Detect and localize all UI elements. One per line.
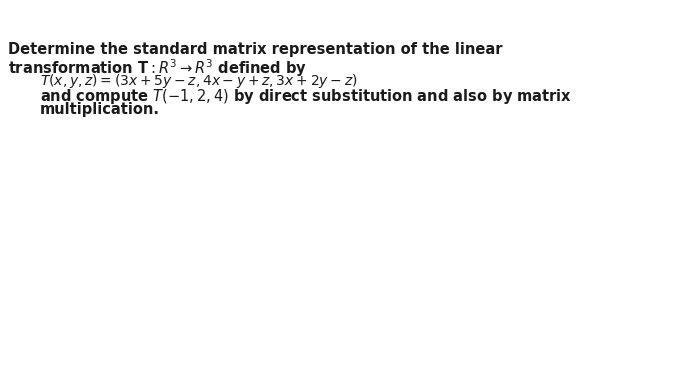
Text: $T(x,y,z) = (3x+5y-z,4x-y+z,3x+2y-z)$: $T(x,y,z) = (3x+5y-z,4x-y+z,3x+2y-z)$	[40, 72, 357, 90]
Text: and compute $T(-1,2,4)$ by direct substitution and also by matrix: and compute $T(-1,2,4)$ by direct substi…	[40, 87, 572, 106]
Text: transformation $\mathbf{T}:R^3 \rightarrow R^3$ defined by: transformation $\mathbf{T}:R^3 \rightarr…	[8, 57, 307, 79]
Text: multiplication.: multiplication.	[40, 102, 160, 117]
Text: Determine the standard matrix representation of the linear: Determine the standard matrix representa…	[8, 42, 503, 57]
